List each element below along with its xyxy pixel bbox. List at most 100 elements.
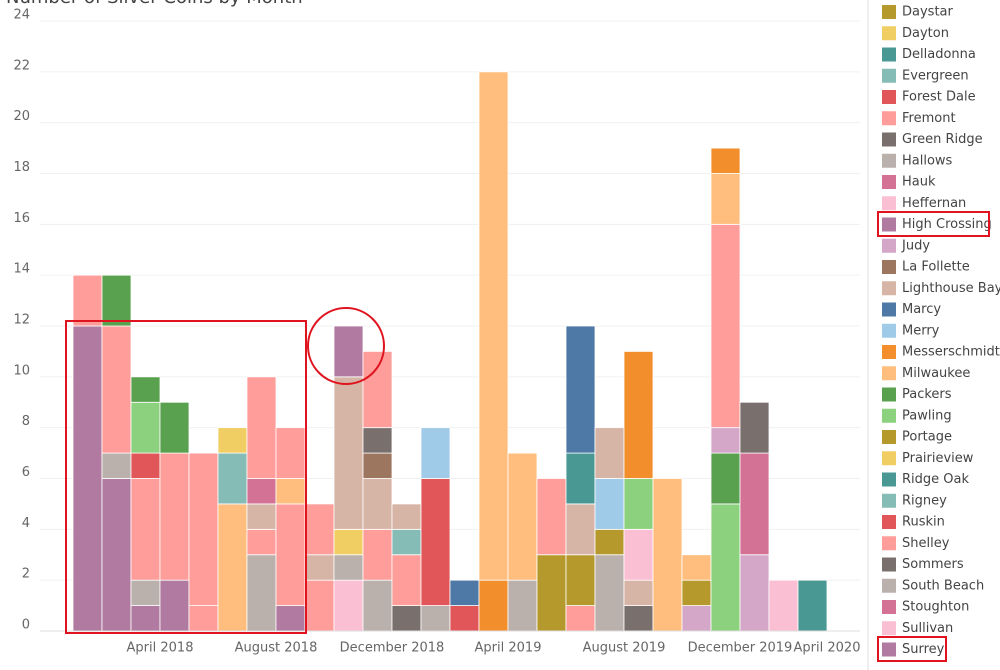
legend-label: Hauk	[902, 175, 936, 190]
legend-swatch	[882, 26, 896, 41]
bar-segment	[304, 503, 335, 556]
bar-segment	[739, 401, 770, 454]
legend-label: High Crossing	[902, 217, 992, 232]
bar-segment	[623, 528, 654, 581]
bar-segment	[478, 71, 509, 581]
legend-swatch	[882, 578, 896, 593]
bar-segment	[565, 452, 596, 505]
legend-label: Marcy	[902, 302, 941, 317]
legend-highlight	[877, 636, 947, 662]
bar-segment	[420, 427, 451, 479]
bar-segment	[536, 554, 567, 632]
bar-segment	[565, 605, 596, 632]
legend-label: Portage	[902, 430, 952, 445]
bar-segment	[681, 554, 712, 581]
bar-segment	[188, 452, 219, 606]
legend-swatch	[882, 366, 896, 381]
legend-highlight	[877, 211, 990, 237]
bar-segment	[72, 274, 103, 327]
bar-segment	[594, 478, 625, 530]
y-tick-label: 22	[13, 58, 30, 73]
bar-segment	[217, 452, 248, 505]
bar-segment	[333, 325, 364, 378]
legend-label: Forest Dale	[902, 90, 976, 105]
bar-segment	[362, 478, 393, 530]
legend-label: Milwaukee	[902, 366, 970, 381]
bar-segment	[391, 605, 422, 632]
legend-swatch	[882, 260, 896, 274]
bar-segment	[101, 274, 132, 327]
bar-segment	[130, 376, 161, 403]
bar-segment	[101, 325, 132, 454]
legend-swatch	[882, 238, 896, 253]
bar-segment	[623, 351, 654, 479]
bar-segment	[159, 579, 190, 632]
bar-segment	[449, 605, 480, 632]
bar-segment	[681, 579, 712, 606]
legend-label: Stoughton	[902, 600, 969, 615]
bar-segment	[594, 427, 625, 479]
bar-segment	[246, 376, 277, 479]
bar-segment	[710, 147, 741, 174]
bar-segment	[275, 605, 306, 632]
bar-segment	[130, 605, 161, 632]
legend-swatch	[882, 196, 896, 211]
bar-segment	[275, 503, 306, 606]
bar-segment	[797, 579, 828, 632]
bar-segment	[768, 579, 799, 632]
x-tick-label: April 2019	[475, 641, 542, 656]
legend-label: South Beach	[902, 578, 984, 593]
legend-swatch	[882, 68, 896, 83]
bar-segment	[246, 503, 277, 530]
bar-segment	[333, 579, 364, 632]
bar-segment	[594, 528, 625, 556]
y-tick-label: 10	[13, 363, 30, 378]
legend-label: Packers	[902, 387, 952, 402]
bar-segment	[710, 173, 741, 225]
bar-segment	[391, 554, 422, 606]
bar-segment	[594, 554, 625, 632]
bar-segment	[362, 351, 393, 429]
legend-swatch	[882, 132, 896, 147]
bar-segment	[159, 452, 190, 581]
y-tick-label: 16	[13, 211, 30, 226]
y-tick-label: 14	[13, 262, 30, 277]
y-tick-label: 4	[22, 516, 30, 531]
legend-swatch	[882, 515, 896, 529]
legend-label: Daystar	[902, 5, 954, 20]
legend-swatch	[882, 430, 896, 444]
bar-segment	[565, 503, 596, 556]
legend-swatch	[882, 90, 896, 104]
bar-segment	[101, 478, 132, 632]
bar-segment	[478, 579, 509, 632]
legend-swatch	[882, 217, 896, 232]
legend-label: Delladonna	[902, 47, 976, 62]
legend-label: Heffernan	[902, 196, 966, 211]
bar-segment	[304, 554, 335, 581]
bar-segment	[246, 528, 277, 556]
legend-swatch	[882, 281, 896, 296]
legend-swatch	[882, 621, 896, 636]
bar-segment	[507, 579, 538, 632]
highlight-box	[65, 320, 307, 634]
bar-segment	[159, 401, 190, 454]
bar-segment	[101, 452, 132, 479]
bar-segment	[72, 325, 103, 632]
bar-segment	[246, 478, 277, 505]
legend-swatch	[882, 472, 896, 487]
legend-swatch	[882, 153, 896, 168]
legend-label: La Follette	[902, 260, 970, 275]
y-tick-label: 2	[22, 567, 30, 582]
y-tick-label: 20	[13, 109, 30, 124]
legend-label: Judy	[901, 238, 930, 253]
bar-segment	[333, 376, 364, 530]
legend-label: Shelley	[902, 536, 950, 551]
bar-segment	[420, 478, 451, 606]
legend-swatch	[882, 451, 896, 466]
bar-segment	[710, 452, 741, 505]
legend-label: Sommers	[902, 557, 964, 572]
legend-swatch	[882, 47, 896, 62]
x-tick-label: August 2019	[583, 641, 666, 656]
bar-segment	[333, 528, 364, 556]
